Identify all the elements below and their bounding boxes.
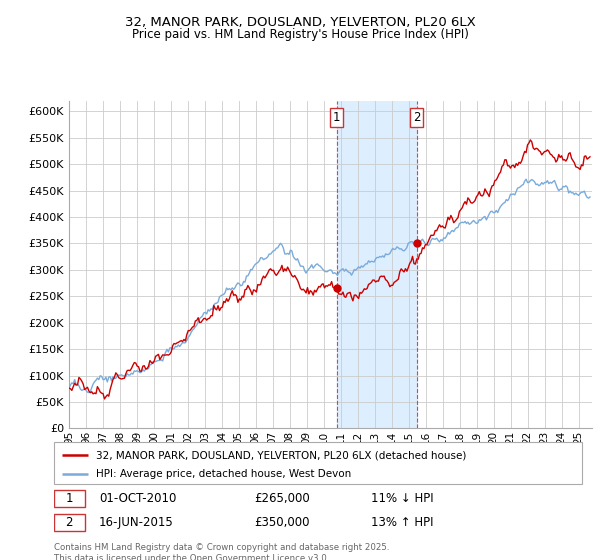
Text: 1: 1 [65, 492, 73, 505]
Text: 16-JUN-2015: 16-JUN-2015 [99, 516, 173, 529]
Text: 32, MANOR PARK, DOUSLAND, YELVERTON, PL20 6LX (detached house): 32, MANOR PARK, DOUSLAND, YELVERTON, PL2… [96, 450, 467, 460]
Text: 1: 1 [333, 111, 340, 124]
Bar [54, 514, 85, 531]
Text: 2: 2 [65, 516, 73, 529]
Text: 2: 2 [413, 111, 421, 124]
Text: 32, MANOR PARK, DOUSLAND, YELVERTON, PL20 6LX: 32, MANOR PARK, DOUSLAND, YELVERTON, PL2… [125, 16, 475, 29]
Text: Contains HM Land Registry data © Crown copyright and database right 2025.
This d: Contains HM Land Registry data © Crown c… [54, 543, 389, 560]
Text: £265,000: £265,000 [254, 492, 310, 505]
Text: HPI: Average price, detached house, West Devon: HPI: Average price, detached house, West… [96, 469, 352, 479]
Bar [337, 101, 416, 428]
Text: 01-OCT-2010: 01-OCT-2010 [99, 492, 176, 505]
Bar [54, 489, 85, 507]
Text: Price paid vs. HM Land Registry's House Price Index (HPI): Price paid vs. HM Land Registry's House … [131, 28, 469, 41]
Text: 13% ↑ HPI: 13% ↑ HPI [371, 516, 433, 529]
Text: £350,000: £350,000 [254, 516, 310, 529]
Text: 11% ↓ HPI: 11% ↓ HPI [371, 492, 433, 505]
